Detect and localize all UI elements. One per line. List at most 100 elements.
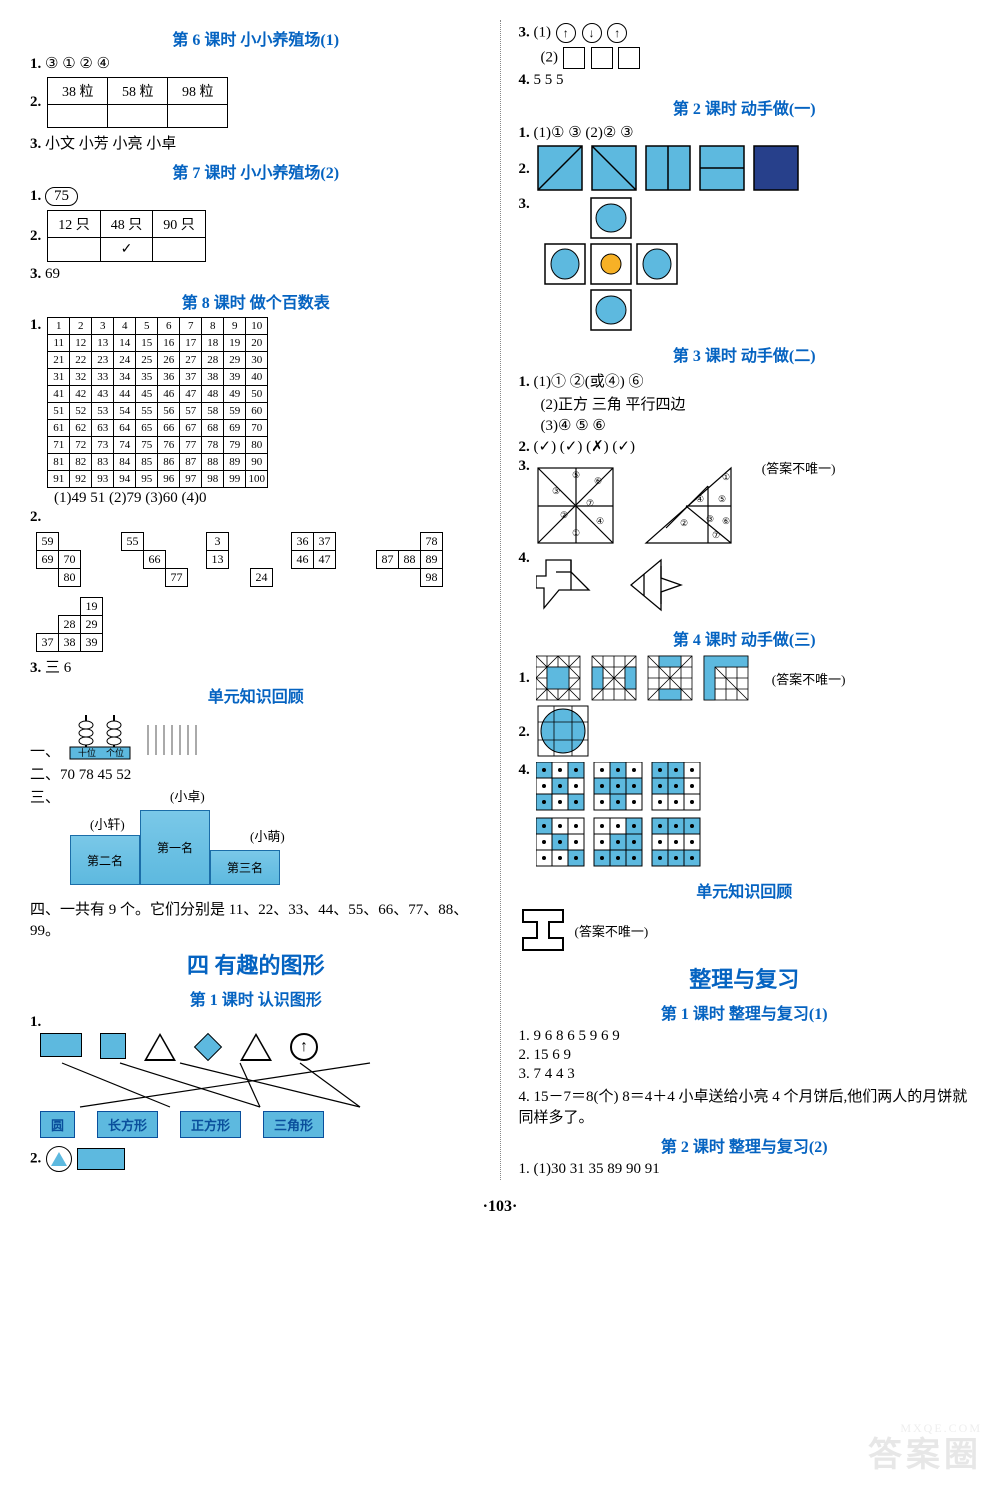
s6-q3: 小文 小芳 小亮 小卓 bbox=[45, 136, 176, 152]
svg-text:⑦: ⑦ bbox=[712, 530, 720, 540]
i-shape-icon bbox=[519, 906, 567, 954]
q-label: 1. bbox=[30, 188, 41, 204]
q-label: 3. bbox=[30, 136, 41, 152]
q-label: 4. bbox=[519, 72, 530, 88]
shape-btn-square: 正方形 bbox=[180, 1111, 241, 1138]
section-6-title: 第 6 课时 小小养殖场(1) bbox=[30, 26, 482, 50]
svg-text:⑦: ⑦ bbox=[586, 498, 594, 508]
q-label: 3. bbox=[519, 458, 530, 475]
tangram-icon: ⑤⑥③⑦ ②①④ ①④⑤ ②③⑥⑦ bbox=[536, 458, 756, 548]
svg-text:②: ② bbox=[680, 518, 688, 528]
q-label: 1. bbox=[30, 1014, 41, 1030]
triangle-outline-icon bbox=[144, 1033, 176, 1061]
q-label: 1. bbox=[519, 374, 530, 390]
watermark-url: MXQE.COM bbox=[900, 1421, 982, 1436]
rev-title: 整理与复习 bbox=[519, 962, 971, 994]
s8-q1-ans: (1)49 51 (2)79 (3)60 (4)0 bbox=[30, 490, 482, 507]
rectangle-icon bbox=[40, 1033, 82, 1057]
svg-text:②: ② bbox=[560, 510, 568, 520]
s8-q2-boxes: 5969708055667731324363746477887888998192… bbox=[30, 530, 482, 654]
rs3-q1-l3: (3)④ ⑤ ⑥ bbox=[519, 416, 971, 435]
svg-text:①: ① bbox=[722, 472, 730, 482]
rs2-q1: (1)① ③ (2)② ③ bbox=[534, 125, 634, 141]
q-label: 1. bbox=[30, 317, 41, 334]
note: (答案不唯一) bbox=[772, 669, 846, 688]
podium-2: 第二名 bbox=[70, 835, 140, 885]
s7-q1-oval: 75 bbox=[45, 187, 78, 206]
rev-l4: 4. 15－7＝8(个) 8＝4＋4 小卓送给小亮 4 个月饼后,他们两人的月饼… bbox=[519, 1085, 971, 1127]
q-label: 2. bbox=[30, 1150, 41, 1166]
q-label: 2. bbox=[30, 509, 41, 526]
section-8-title: 第 8 课时 做个百数表 bbox=[30, 289, 482, 313]
q-label: 2. bbox=[30, 94, 41, 111]
rev-l2: 2. 15 6 9 bbox=[519, 1047, 971, 1064]
shape-btn-circle: 圆 bbox=[40, 1111, 75, 1138]
arrow-up-icon: ↑ bbox=[607, 23, 627, 43]
q3-2: (2) bbox=[541, 49, 559, 65]
svg-text:③: ③ bbox=[552, 486, 560, 496]
q-label: 1. bbox=[519, 125, 530, 141]
q-label: 2. bbox=[519, 439, 530, 455]
arrow-down-icon: ↓ bbox=[582, 23, 602, 43]
s8-q3: 三 6 bbox=[45, 660, 71, 676]
rs4-title: 第 4 课时 动手做(三) bbox=[519, 626, 971, 650]
folded-squares-icon bbox=[536, 144, 836, 194]
r3-label: 三、 bbox=[30, 786, 60, 807]
svg-text:⑤: ⑤ bbox=[572, 470, 580, 480]
q-label: 1. bbox=[30, 56, 41, 72]
podium-3: 第三名 bbox=[210, 850, 280, 885]
hundred-grid: 1234567891011121314151617181920212223242… bbox=[47, 317, 268, 488]
s6-q2-table: 38 粒58 粒98 粒 bbox=[47, 77, 228, 128]
svg-text:④: ④ bbox=[696, 494, 704, 504]
svg-text:①: ① bbox=[572, 528, 580, 538]
r2-label: 二、 bbox=[30, 767, 60, 783]
note: (答案不唯一) bbox=[575, 921, 649, 940]
shape-btn-triangle: 三角形 bbox=[263, 1111, 324, 1138]
square-icon bbox=[618, 47, 640, 69]
review2-title: 单元知识回顾 bbox=[519, 878, 971, 902]
left-column: 第 6 课时 小小养殖场(1) 1. ③ ① ② ④ 2. 38 粒58 粒98… bbox=[30, 20, 482, 1180]
triangle-outline-icon bbox=[240, 1033, 272, 1061]
circle-icon: ↑ bbox=[290, 1033, 318, 1061]
square-icon bbox=[100, 1033, 126, 1059]
svg-text:十位: 十位 bbox=[78, 747, 96, 758]
unit-review-title: 单元知识回顾 bbox=[30, 683, 482, 707]
page-number: ·103· bbox=[0, 1198, 1000, 1216]
tangram-shapes-icon bbox=[536, 550, 736, 620]
rev-l5: 1. (1)30 31 35 89 90 91 bbox=[519, 1161, 971, 1178]
rs2-title: 第 2 课时 动手做(一) bbox=[519, 95, 971, 119]
rev-l3: 3. 7 4 4 3 bbox=[519, 1066, 971, 1083]
arrow-up-icon: ↑ bbox=[556, 23, 576, 43]
svg-text:③: ③ bbox=[706, 514, 714, 524]
rs3-q2: (✓) (✓) (✗) (✓) bbox=[534, 439, 635, 455]
diamond-icon bbox=[194, 1033, 222, 1061]
q3-1: (1) bbox=[534, 24, 552, 40]
circle-grid-icon bbox=[536, 704, 592, 760]
shape-btn-rect: 长方形 bbox=[97, 1111, 158, 1138]
svg-text:④: ④ bbox=[596, 516, 604, 526]
square-icon bbox=[563, 47, 585, 69]
rev-s1-title: 第 1 课时 整理与复习(1) bbox=[519, 1000, 971, 1024]
note: (答案不唯一) bbox=[762, 458, 836, 477]
q-label: 4. bbox=[519, 550, 530, 567]
rev-s2-title: 第 2 课时 整理与复习(2) bbox=[519, 1133, 971, 1157]
rs3-q1-l1: (1)① ②(或④) ⑥ bbox=[534, 374, 644, 390]
section-7-title: 第 7 课时 小小养殖场(2) bbox=[30, 159, 482, 183]
q-label: 4. bbox=[519, 762, 530, 779]
q-label: 2. bbox=[519, 724, 530, 741]
rectangle-icon bbox=[77, 1148, 125, 1170]
q-label: 3. bbox=[30, 266, 41, 282]
rs3-q1-l2: (2)正方 三角 平行四边 bbox=[519, 393, 971, 414]
shape-match: ↑ 圆 长方形 正方形 三角形 bbox=[40, 1033, 482, 1143]
right-column: 3. (1) ↑ ↓ ↑ (2) 4. 5 5 5 第 2 课时 动手做(一) … bbox=[519, 20, 971, 1180]
svg-text:⑤: ⑤ bbox=[718, 494, 726, 504]
svg-text:个位: 个位 bbox=[106, 747, 124, 758]
q-label: 3. bbox=[30, 660, 41, 676]
podium-top: (小卓) bbox=[170, 786, 205, 805]
q4-text: 5 5 5 bbox=[534, 72, 564, 88]
rev-l1: 1. 9 6 8 6 5 9 6 9 bbox=[519, 1028, 971, 1045]
triangle-in-circle-icon bbox=[46, 1146, 72, 1172]
q-label: 2. bbox=[519, 161, 530, 178]
unit4-s1-title: 第 1 课时 认识图形 bbox=[30, 986, 482, 1010]
dot-grids-icon bbox=[536, 762, 876, 872]
